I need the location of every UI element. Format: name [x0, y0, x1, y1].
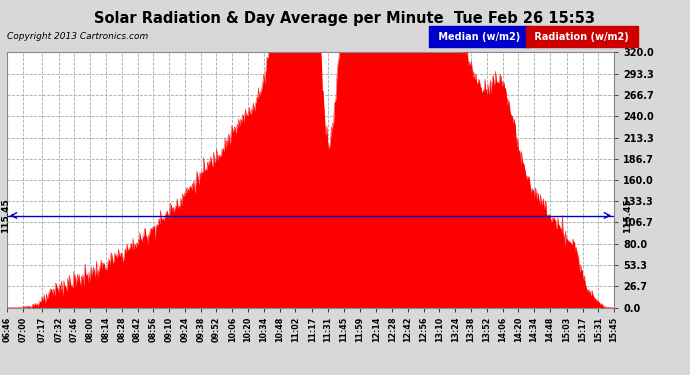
Text: 115.45: 115.45	[1, 198, 10, 233]
Text: Median (w/m2): Median (w/m2)	[435, 32, 523, 42]
Text: 115.45: 115.45	[623, 198, 633, 233]
Text: Radiation (w/m2): Radiation (w/m2)	[531, 32, 633, 42]
Text: Solar Radiation & Day Average per Minute  Tue Feb 26 15:53: Solar Radiation & Day Average per Minute…	[95, 11, 595, 26]
Text: Copyright 2013 Cartronics.com: Copyright 2013 Cartronics.com	[7, 32, 148, 41]
